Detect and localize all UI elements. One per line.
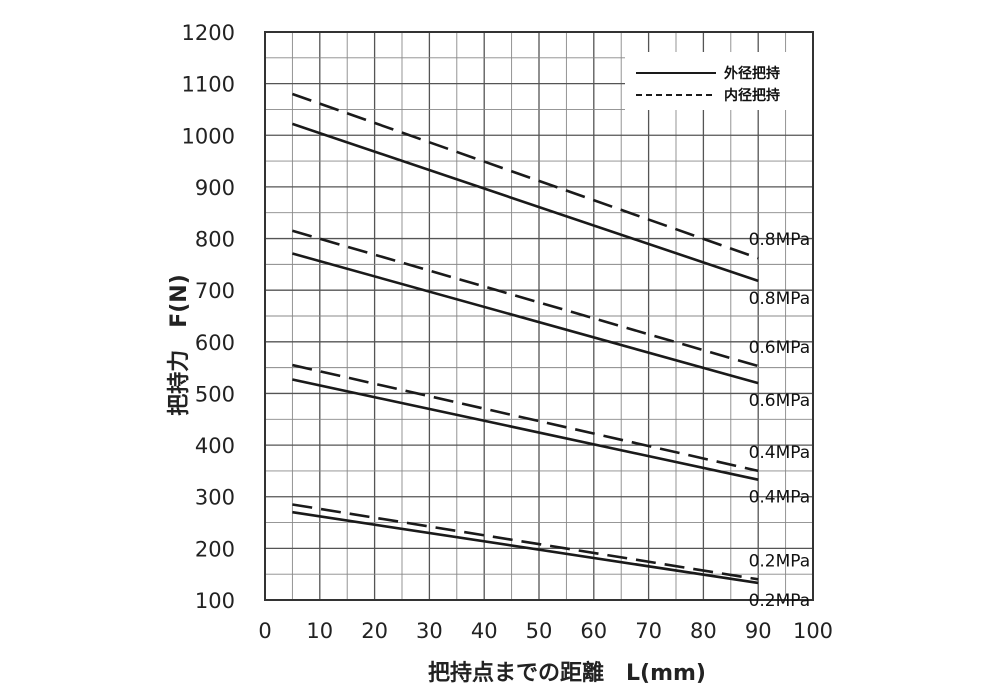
legend-label: 内径把持: [724, 87, 780, 104]
x-tick-label: 90: [745, 619, 772, 643]
y-tick-label: 400: [195, 434, 235, 458]
y-tick-labels: 100 200 300 400 500 600 700 800 900 1000 1100 1200: [182, 21, 235, 613]
y-tick-label: 100: [195, 589, 235, 613]
series-labels: 0.8MPa 0.8MPa 0.6MPa 0.6MPa 0.4MPa 0.4MPa 0.2M…: [749, 230, 811, 611]
y-tick-label: 300: [195, 486, 235, 510]
series-label: 0.4MPa: [749, 488, 811, 508]
series-line-dashed: [292, 503, 759, 581]
series-label: 0.6MPa: [749, 391, 811, 411]
series-line-solid: [291, 122, 759, 283]
y-tick-label: 200: [195, 537, 235, 561]
series-line-dashed: [291, 92, 759, 260]
x-tick-labels: 0 10 20 30 40 50 60 70 80 90 100: [258, 619, 833, 643]
series-label: 0.2MPa: [749, 551, 811, 571]
x-tick-label: 20: [361, 619, 388, 643]
series-line-solid: [292, 510, 759, 585]
x-tick-label: 60: [580, 619, 607, 643]
y-tick-label: 500: [195, 382, 235, 406]
x-tick-label: 50: [526, 619, 553, 643]
x-axis-label: 把持点までの距離 L(mm): [428, 660, 706, 686]
y-tick-label: 600: [195, 331, 235, 355]
legend-label: 外径把持: [724, 65, 780, 82]
x-tick-label: 40: [471, 619, 498, 643]
series-label: 0.4MPa: [749, 443, 811, 463]
x-tick-label: 10: [306, 619, 333, 643]
series-line-dashed: [292, 229, 759, 368]
series-label: 0.8MPa: [749, 230, 811, 250]
x-tick-label: 0: [258, 619, 271, 643]
y-tick-label: 1100: [182, 73, 235, 97]
x-tick-label: 80: [690, 619, 717, 643]
x-tick-label: 100: [793, 619, 833, 643]
x-tick-label: 30: [416, 619, 443, 643]
y-tick-label: 800: [195, 228, 235, 252]
series-line-solid: [292, 378, 759, 481]
y-axis-label: 把持力 F(N): [166, 274, 192, 416]
legend-box: [625, 52, 812, 110]
series-line-dashed: [292, 363, 759, 473]
grid: [264, 31, 814, 601]
y-tick-label: 700: [195, 279, 235, 303]
series-label: 0.6MPa: [749, 338, 811, 358]
plot-frame: [264, 31, 814, 601]
series-label: 0.8MPa: [749, 289, 811, 309]
series-line-solid: [292, 252, 759, 385]
series-lines: [291, 92, 759, 585]
x-tick-label: 70: [635, 619, 662, 643]
y-tick-label: 1000: [182, 124, 235, 148]
y-tick-label: 1200: [182, 21, 235, 45]
y-tick-label: 900: [195, 176, 235, 200]
series-label: 0.2MPa: [749, 591, 811, 611]
